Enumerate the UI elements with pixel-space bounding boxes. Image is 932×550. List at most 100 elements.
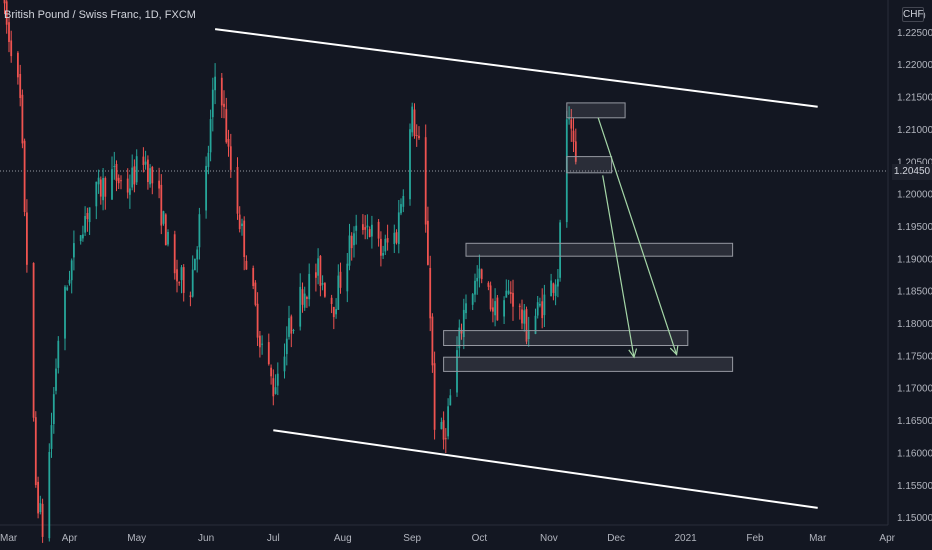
candle [194,258,196,271]
candle [95,181,98,220]
supply-zone-upper[interactable] [566,102,626,119]
arrow-to-1.174[interactable] [602,175,638,359]
candle [236,157,239,220]
trendlines-layer[interactable] [214,28,818,509]
candle [238,206,241,233]
candle [487,281,490,291]
candle [353,226,355,258]
candle [3,0,6,15]
candle [8,16,10,53]
candle [527,316,530,347]
candle [568,106,570,125]
candle [400,198,402,216]
candle [572,117,575,152]
candle [66,285,69,291]
candle [362,214,364,235]
candle [34,411,37,488]
price-tick-label: 1.21500 [897,93,932,104]
candle [444,428,447,453]
candle [117,174,120,189]
candle [377,219,380,247]
candle [19,64,22,107]
candle [198,207,201,260]
arrow-to-1.173[interactable] [597,117,679,356]
candle [440,417,443,430]
candle [315,263,317,292]
candle [86,207,89,232]
candle [211,77,214,132]
candle [267,333,270,366]
candle [158,167,160,199]
candle [317,248,319,285]
candle [321,275,324,291]
candle [111,156,113,200]
candle [209,109,212,162]
candle [82,225,84,242]
price-tick-label: 1.15500 [897,481,932,492]
candle [471,293,474,310]
candle [151,165,154,195]
candle [102,168,104,211]
candle [196,246,199,273]
price-tick-label: 1.20500 [897,157,932,168]
candle [142,147,145,173]
time-axis-labels: Mar Apr May Jun Jul Aug Sep Oct Nov Dec 2021 Feb Mar… [0,533,896,544]
price-tick-label: 1.22500 [897,28,932,39]
candle [288,305,290,340]
candle [104,176,107,210]
time-tick-label: Jun [198,533,214,544]
zone-1.178[interactable] [443,330,689,347]
candle [494,288,496,327]
candle [460,323,463,340]
candle [283,343,286,379]
symbol-title[interactable]: British Pound / Swiss Franc, 1D, FXCM [4,9,196,21]
candle [205,156,207,219]
candle [525,306,528,345]
price-tick-label: 1.16000 [897,448,932,459]
candle [113,151,116,180]
candle [552,282,555,301]
candle [350,232,353,261]
candle [355,214,358,245]
candle [189,291,192,307]
candle [39,495,42,515]
candle [144,150,147,170]
candle [292,328,295,334]
candle [324,282,326,298]
candle [37,476,39,519]
candle [50,412,53,458]
candle [476,265,479,295]
candle [182,264,185,302]
candle [442,411,445,450]
zone-1.173[interactable] [443,356,734,372]
zone-1.190[interactable] [465,242,734,257]
candle [84,206,86,236]
candle [26,199,28,273]
currency-badge[interactable]: CHF [902,7,924,22]
candle [256,292,259,346]
candle [541,288,544,329]
candle [32,262,35,422]
upper-resistance[interactable] [214,28,818,108]
candle [178,281,181,286]
time-tick-label: Jul [267,533,280,544]
candle [207,145,210,175]
arrows-layer[interactable] [597,117,679,359]
candle [48,443,51,542]
candle [458,319,461,358]
candle [52,387,55,434]
candle [191,255,194,298]
candle [131,154,134,191]
candle [99,176,102,205]
candle [478,254,481,288]
candle [162,210,165,226]
candle [332,306,335,330]
supply-zone-lower[interactable] [566,156,613,174]
zones-layer[interactable] [443,102,734,372]
candle [429,255,432,332]
candle [135,149,138,185]
time-tick-label: Oct [472,533,488,544]
lower-support[interactable] [273,429,818,509]
